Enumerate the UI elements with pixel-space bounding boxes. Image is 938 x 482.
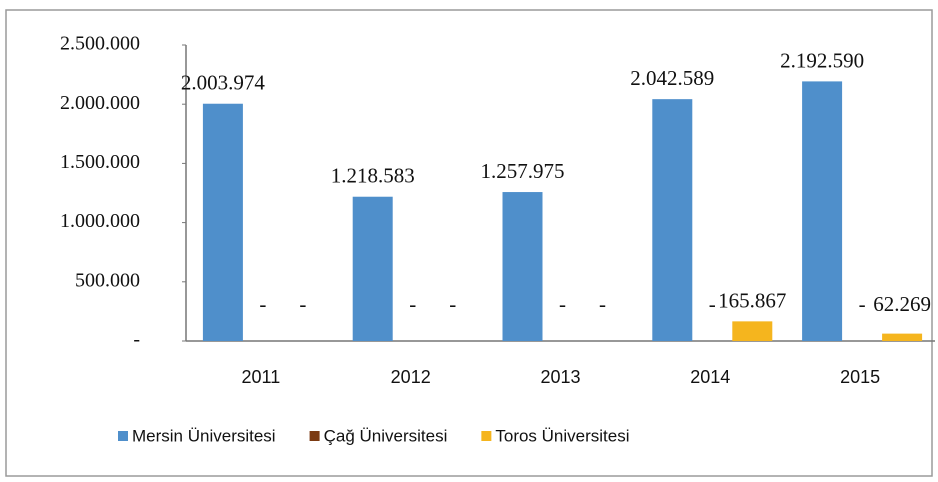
x-tick-label: 2014 (690, 367, 730, 387)
data-label: 2.192.590 (780, 48, 864, 72)
legend-label: Toros Üniversitesi (495, 426, 629, 445)
y-tick-label: 500.000 (75, 269, 140, 291)
legend-label: Mersin Üniversitesi (132, 426, 276, 445)
data-label: 1.218.583 (331, 164, 415, 188)
bar (352, 196, 393, 341)
y-tick-label: 2.000.000 (60, 92, 140, 114)
data-label: - (559, 292, 566, 316)
data-label: 2.042.589 (630, 66, 714, 90)
legend-swatch (481, 431, 492, 441)
bar (882, 333, 923, 341)
x-tick-label: 2012 (391, 367, 431, 387)
y-tick-label: 1.000.000 (60, 210, 140, 232)
y-tick-label: - (133, 329, 140, 351)
y-tick-label: 2.500.000 (60, 33, 140, 55)
data-label: - (709, 292, 716, 316)
data-label: 2.003.974 (181, 71, 266, 95)
data-label: 165.867 (718, 288, 786, 312)
x-tick-label: 2013 (540, 367, 580, 387)
data-label: - (409, 292, 416, 316)
bar (202, 103, 243, 341)
bar (732, 321, 773, 341)
legend-label: Çağ Üniversitesi (324, 426, 448, 445)
x-tick-label: 2011 (242, 367, 281, 387)
data-label: - (259, 292, 266, 316)
data-label: 62.269 (873, 292, 931, 316)
bar (652, 99, 693, 341)
legend-swatch (309, 431, 320, 441)
y-tick-label: 1.500.000 (60, 151, 140, 173)
legend-swatch (118, 431, 128, 441)
bar (802, 81, 843, 342)
x-tick-label: 2015 (840, 367, 880, 387)
data-label: - (599, 292, 606, 316)
data-label: 1.257.975 (481, 159, 565, 183)
data-label: - (449, 292, 456, 316)
bar (502, 192, 543, 341)
chart-frame (5, 9, 933, 477)
data-label: - (299, 292, 306, 316)
data-label: - (859, 292, 866, 316)
